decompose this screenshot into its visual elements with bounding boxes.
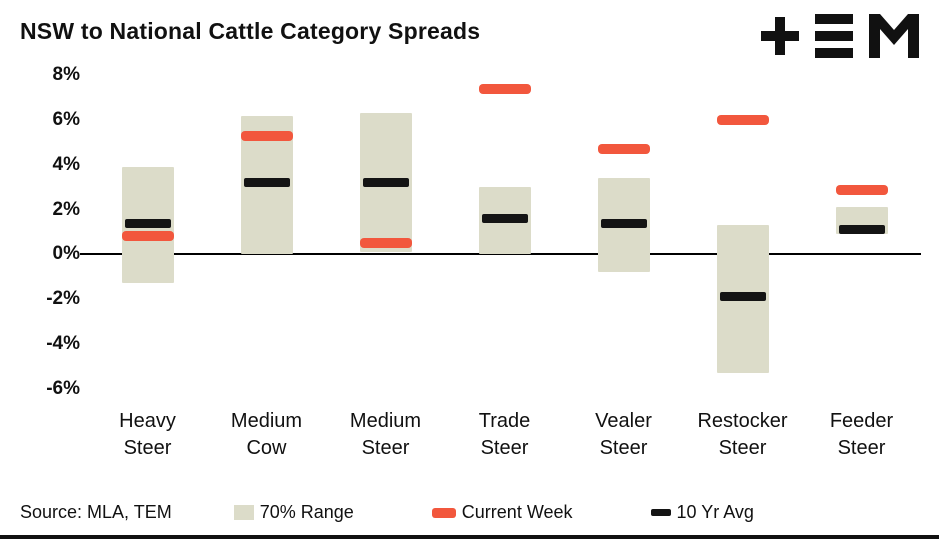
- category-label: Trade Steer: [478, 410, 531, 459]
- category-label: Heavy Steer: [119, 410, 176, 459]
- category-label: Medium Steer: [349, 410, 422, 459]
- category-label: Feeder Steer: [829, 410, 894, 459]
- legend-item-current: Current Week: [431, 502, 573, 523]
- y-tick-label: 2%: [52, 198, 80, 220]
- y-tick-label: -4%: [46, 332, 80, 354]
- ten-yr-avg-marker: [719, 292, 766, 302]
- avg-swatch-icon: [650, 509, 671, 516]
- x-axis-labels: Heavy Steer Medium Cow Medium Steer Trade S…: [88, 402, 921, 462]
- ten-yr-avg-marker: [838, 225, 885, 235]
- y-tick-label: -6%: [46, 377, 80, 399]
- tem-logo-icon: [761, 14, 919, 63]
- y-tick-label: 0%: [52, 243, 80, 265]
- y-tick-label: 4%: [52, 153, 80, 175]
- legend: 70% Range Current Week 10 Yr Avg: [233, 502, 754, 523]
- plot-area: [80, 62, 921, 402]
- chart-title: NSW to National Cattle Category Spreads: [20, 18, 481, 44]
- current-week-marker: [716, 115, 769, 126]
- chart-area: 8% 6% 4% 2% 0% -2% -4% -6%: [10, 62, 921, 402]
- ten-yr-avg-marker: [243, 178, 290, 188]
- current-week-marker: [359, 238, 412, 249]
- category-label: Vealer Steer: [595, 410, 652, 459]
- current-swatch-icon: [431, 507, 456, 518]
- source-note: Source: MLA, TEM: [20, 502, 172, 522]
- ten-yr-avg-marker: [362, 178, 409, 188]
- ten-yr-avg-marker: [600, 218, 647, 228]
- category-column: [477, 62, 533, 402]
- category-column: [120, 62, 176, 402]
- y-tick-label: -2%: [46, 288, 80, 310]
- ten-yr-avg-marker: [124, 218, 171, 228]
- legend-label: 70% Range: [259, 502, 354, 522]
- footer: Source: MLA, TEM 70% Range Current Week 10…: [20, 502, 919, 523]
- current-week-marker: [478, 83, 531, 94]
- category-column: [358, 62, 414, 402]
- current-week-marker: [835, 184, 888, 195]
- ten-yr-avg-marker: [481, 214, 528, 224]
- category-label: Restocker Steer: [697, 410, 788, 459]
- current-week-marker: [597, 144, 650, 155]
- category-column: [596, 62, 652, 402]
- legend-item-avg: 10 Yr Avg: [650, 502, 754, 523]
- zero-axis-line: [80, 253, 921, 256]
- legend-item-range: 70% Range: [233, 502, 354, 523]
- y-tick-label: 8%: [52, 64, 80, 86]
- range-swatch-icon: [233, 505, 254, 520]
- y-tick-label: 6%: [52, 109, 80, 131]
- y-axis: 8% 6% 4% 2% 0% -2% -4% -6%: [10, 62, 88, 402]
- legend-label: 10 Yr Avg: [676, 502, 754, 522]
- category-column: [715, 62, 771, 402]
- current-week-marker: [240, 130, 293, 141]
- header: NSW to National Cattle Category Spreads: [20, 12, 919, 63]
- category-column: [834, 62, 890, 402]
- legend-label: Current Week: [461, 502, 573, 522]
- category-column: [239, 62, 295, 402]
- category-label: Medium Cow: [230, 410, 303, 459]
- current-week-marker: [121, 231, 174, 242]
